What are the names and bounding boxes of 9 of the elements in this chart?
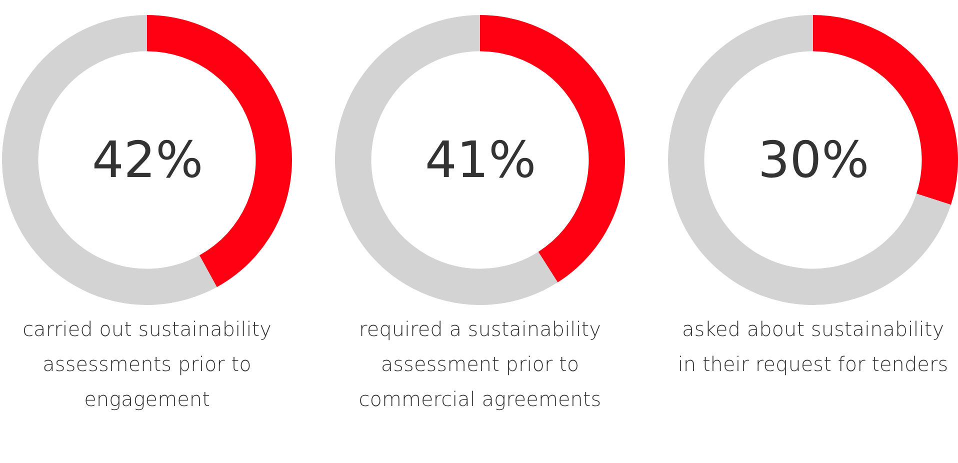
donut-slice [668,15,951,305]
text: carried out sustainability assessments prior to engagement [22,316,272,413]
data-label: 42% [92,131,204,189]
data-label: 30% [758,131,870,189]
text: asked about sustainability in their request for tenders [676,316,950,378]
text: required a sustainability assessment prior to commercial agreements [358,316,602,413]
donut-slice [2,15,217,305]
data-label: 41% [425,131,536,189]
donut-slice [335,15,558,305]
